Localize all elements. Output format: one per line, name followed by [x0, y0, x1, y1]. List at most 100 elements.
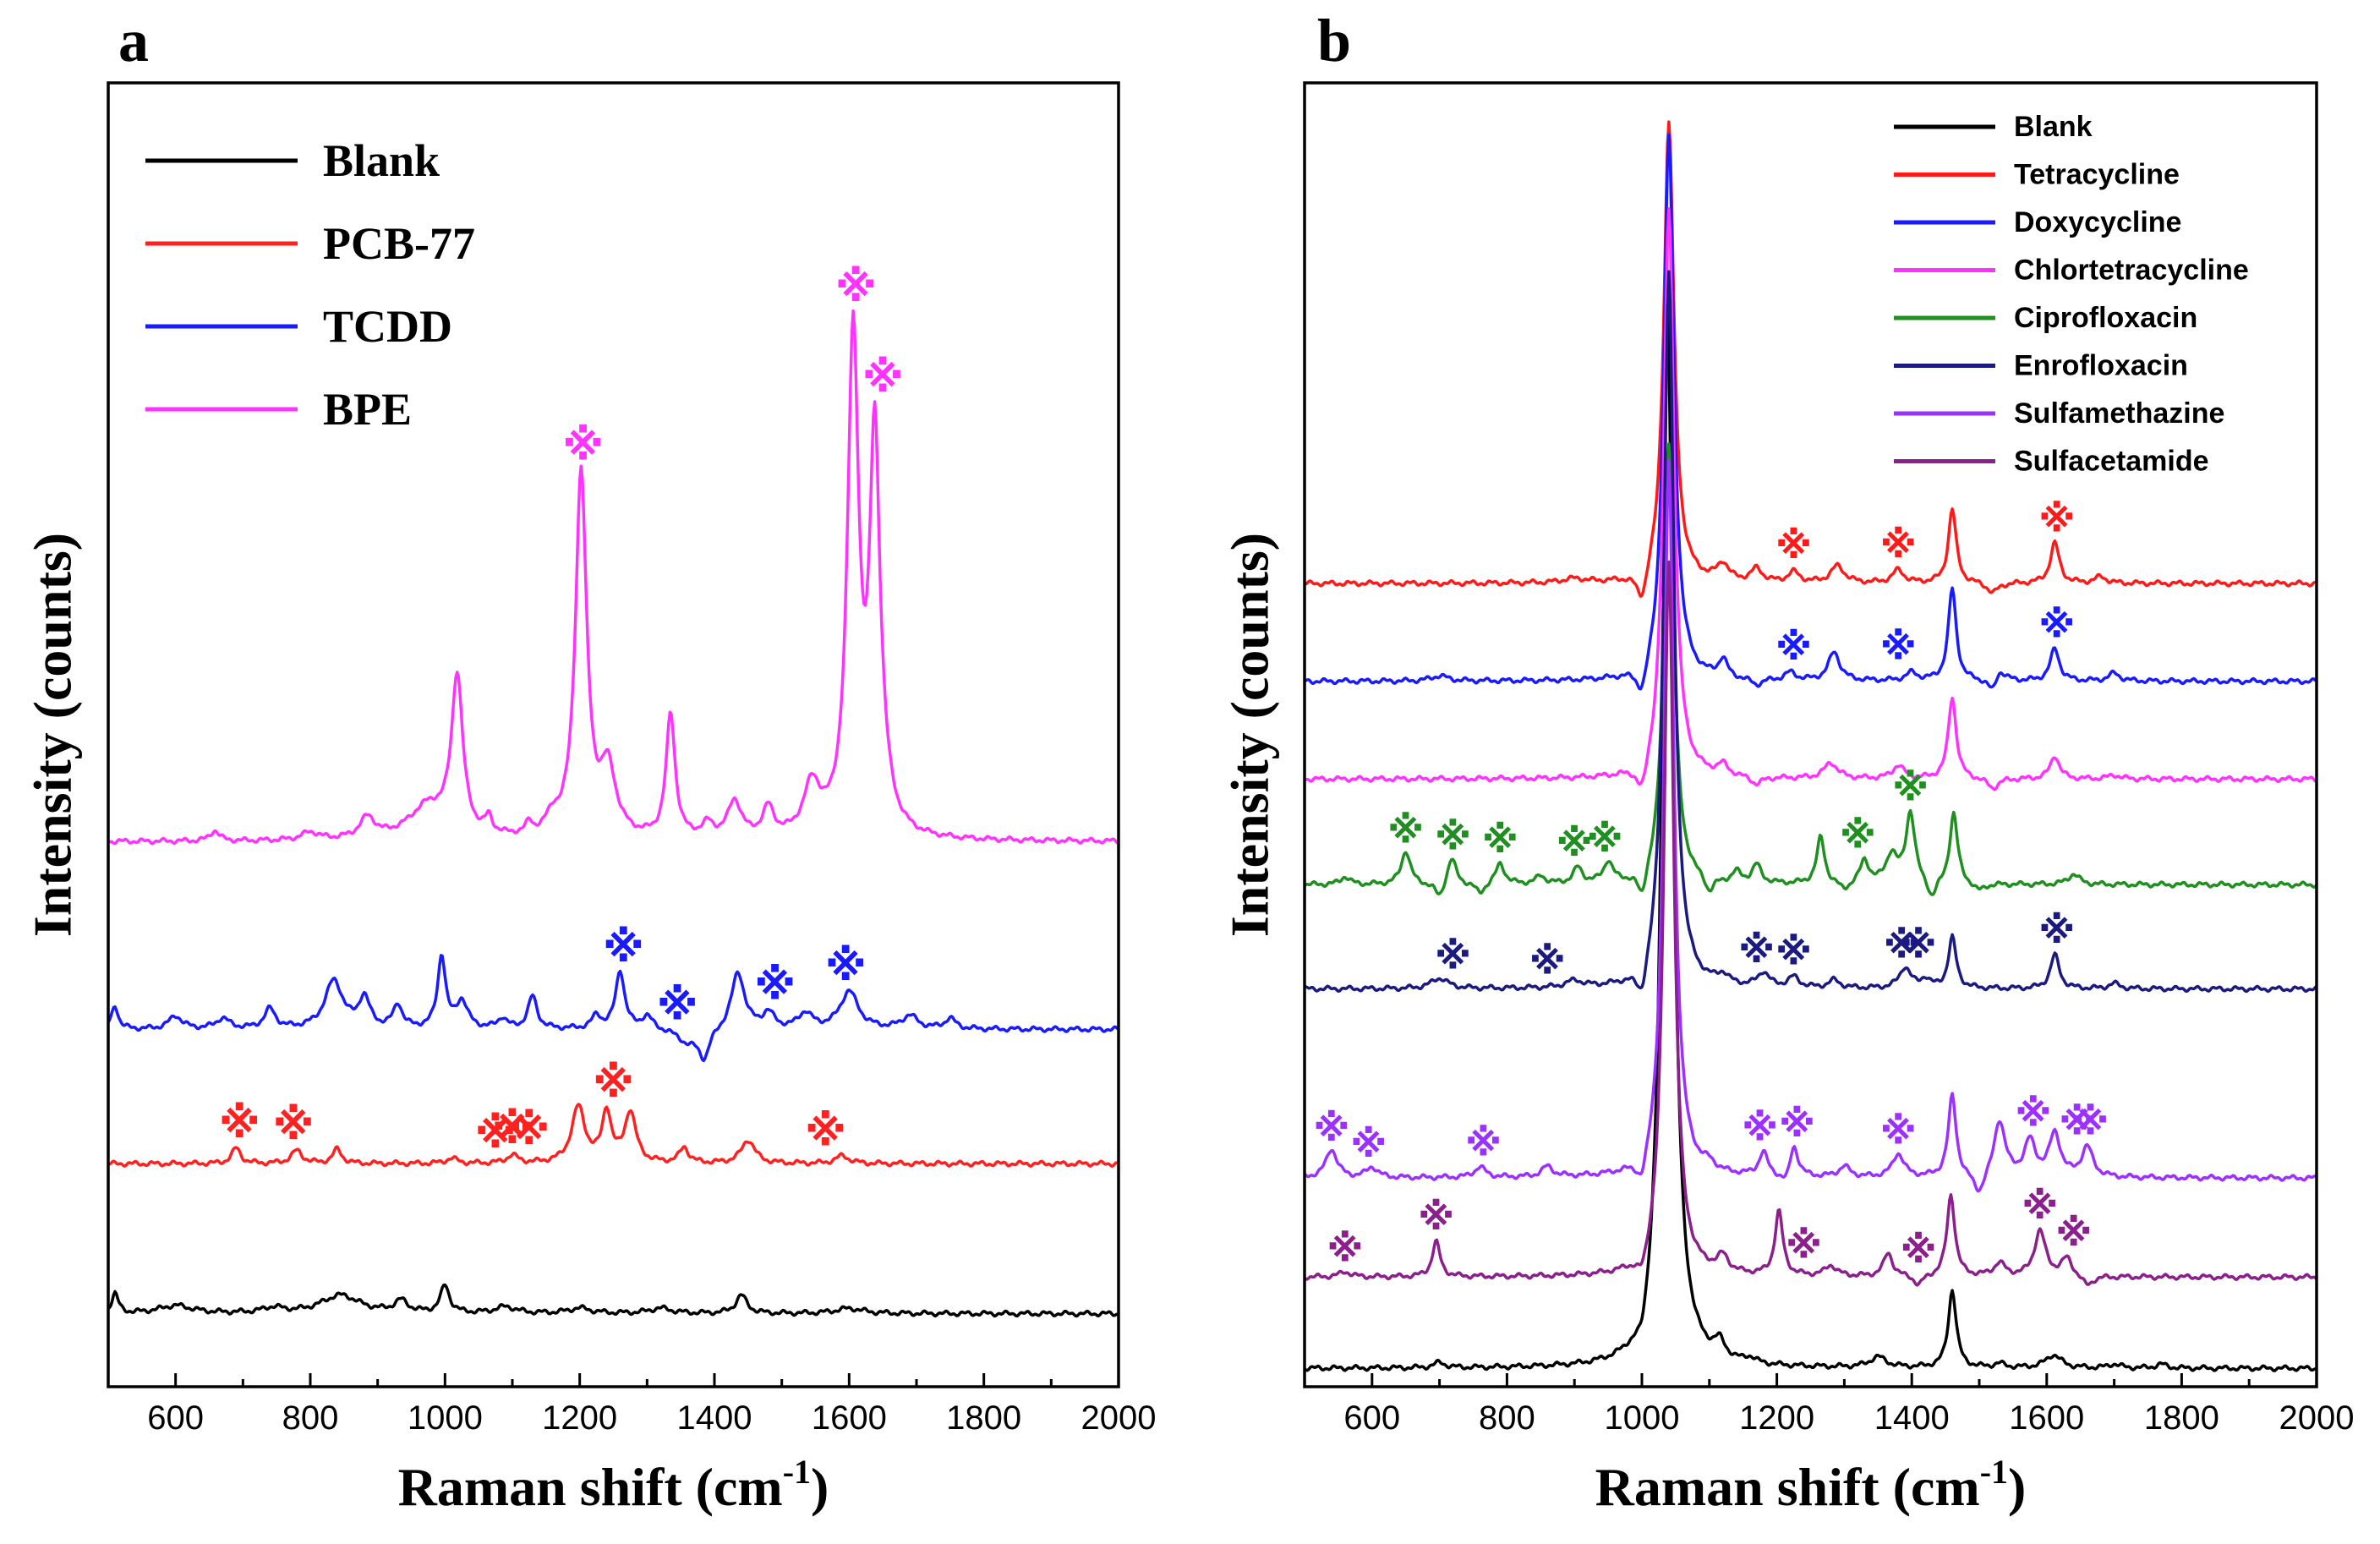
series-line-tetracycline	[1304, 120, 2317, 598]
x-axis-title: Raman shift (cm-1)	[1595, 1453, 2027, 1517]
peak-marker-pcb-77-1: ※	[273, 1100, 315, 1149]
x-tick-label-1200: 1200	[542, 1399, 617, 1437]
legend-label-bpe: BPE	[323, 384, 412, 435]
series-line-bpe	[107, 309, 1119, 846]
peak-marker-doxycycline-2: ※	[2038, 604, 2075, 647]
x-axis-title-superscript: -1	[1980, 1453, 2008, 1491]
series-line-pcb-77	[107, 1103, 1119, 1168]
panel-letter: a	[118, 7, 149, 74]
legend-label-ciprofloxacin: Ciprofloxacin	[2014, 302, 2197, 334]
peak-marker-sulfamethazine-2: ※	[1465, 1121, 1502, 1164]
peak-marker-tcdd-0: ※	[603, 923, 644, 972]
x-axis-title-main: Raman shift (cm	[398, 1457, 783, 1517]
x-tick-label-1800: 1800	[2144, 1399, 2219, 1437]
y-axis-title: Intensity (counts)	[1220, 533, 1280, 937]
legend-label-blank: Blank	[323, 135, 440, 186]
x-tick-label-1200: 1200	[1739, 1399, 1814, 1437]
peak-marker-tcdd-3: ※	[825, 941, 867, 990]
peak-marker-enrofloxacin-0: ※	[1435, 934, 1471, 977]
legend-label-tetracycline: Tetracycline	[2014, 159, 2180, 191]
legend-label-pcb-77: PCB-77	[323, 218, 475, 269]
peak-marker-bpe-1: ※	[835, 262, 877, 311]
x-axis-title-close: )	[811, 1457, 829, 1517]
plot-frame	[107, 81, 1120, 1388]
peak-marker-sulfamethazine-7: ※	[2059, 1101, 2095, 1144]
peak-marker-enrofloxacin-3: ※	[1775, 930, 1812, 973]
series-line-sulfacetamide	[1303, 560, 2318, 1287]
x-tick-label-2000: 2000	[2279, 1399, 2355, 1437]
peak-marker-sulfamethazine-8: ※	[2072, 1101, 2109, 1144]
series-line-sulfamethazine	[1303, 458, 2317, 1193]
peak-marker-sulfamethazine-6: ※	[2015, 1092, 2051, 1135]
peak-marker-ciprofloxacin-1: ※	[1435, 815, 1471, 858]
peak-marker-enrofloxacin-1: ※	[1529, 939, 1566, 983]
peak-marker-sulfacetamide-4: ※	[2022, 1185, 2058, 1228]
x-axis-title: Raman shift (cm-1)	[398, 1453, 829, 1517]
peak-marker-pcb-77-0: ※	[219, 1098, 260, 1147]
peak-marker-sulfamethazine-0: ※	[1314, 1107, 1350, 1150]
peak-marker-enrofloxacin-6: ※	[2038, 909, 2075, 952]
peak-marker-sulfacetamide-1: ※	[1418, 1196, 1454, 1239]
peak-marker-tetracycline-2: ※	[2038, 497, 2075, 540]
peak-marker-enrofloxacin-4: ※	[1884, 924, 1920, 967]
x-tick-label-800: 800	[1479, 1399, 1535, 1437]
peak-marker-ciprofloxacin-3: ※	[1557, 822, 1593, 865]
legend-label-sulfacetamide: Sulfacetamide	[2014, 446, 2209, 478]
peak-marker-pcb-77-2: ※	[475, 1109, 517, 1158]
legend-label-enrofloxacin: Enrofloxacin	[2014, 350, 2188, 382]
peak-marker-sulfacetamide-0: ※	[1327, 1228, 1363, 1271]
peak-marker-enrofloxacin-2: ※	[1738, 928, 1775, 972]
peak-marker-sulfamethazine-3: ※	[1742, 1106, 1778, 1149]
x-tick-label-2000: 2000	[1081, 1399, 1157, 1437]
legend-label-chlortetracycline: Chlortetracycline	[2014, 255, 2249, 287]
legend: Blank Tetracycline Doxycycline Chlortetracy…	[1894, 111, 2249, 478]
x-tick-label-600: 600	[1343, 1399, 1400, 1437]
x-tick-label-1800: 1800	[946, 1399, 1021, 1437]
peak-marker-tcdd-1: ※	[657, 980, 698, 1029]
panel-b: b※ ※※※ ※※※ ※ ※ ※※ ※※※ ※ ※ ※ ※※ ※※ ※ ※ ※ ※ ※ ※ ※※※※※ ※※※600 8…	[1220, 7, 2355, 1517]
x-tick-label-1400: 1400	[677, 1399, 752, 1437]
series-line-tcdd	[107, 954, 1119, 1063]
peak-marker-sulfacetamide-3: ※	[1901, 1229, 1937, 1272]
peak-marker-ciprofloxacin-6: ※	[1892, 767, 1929, 810]
peak-marker-bpe-0: ※	[562, 420, 604, 469]
plot-frame	[1303, 81, 2318, 1388]
x-tick-label-1400: 1400	[1874, 1399, 1950, 1437]
peak-marker-ciprofloxacin-0: ※	[1387, 808, 1424, 851]
legend-label-sulfamethazine: Sulfamethazine	[2014, 397, 2224, 430]
x-tick-label-1600: 1600	[2009, 1399, 2084, 1437]
x-tick-label-1000: 1000	[1605, 1399, 1680, 1437]
x-tick-label-600: 600	[147, 1399, 204, 1437]
legend: Blank PCB-77 TCDD BPE	[145, 135, 475, 435]
peak-marker-sulfacetamide-5: ※	[2055, 1212, 2092, 1255]
x-tick-label-1600: 1600	[812, 1399, 887, 1437]
series-line-blank	[107, 1283, 1119, 1318]
series-line-chlortetracycline	[1304, 207, 2317, 791]
x-axis-title-superscript: -1	[783, 1453, 811, 1491]
x-axis-title-main: Raman shift (cm	[1595, 1457, 1980, 1517]
peak-marker-bpe-2: ※	[862, 353, 904, 402]
series-line-doxycycline	[1304, 133, 2318, 691]
x-tick-label-800: 800	[282, 1399, 339, 1437]
peak-marker-tcdd-2: ※	[754, 961, 796, 1010]
x-axis-title-close: )	[2008, 1457, 2026, 1517]
peak-marker-sulfamethazine-1: ※	[1350, 1123, 1387, 1166]
peak-marker-sulfamethazine-5: ※	[1880, 1109, 1917, 1153]
peak-marker-doxycycline-1: ※	[1880, 626, 1917, 669]
peak-marker-ciprofloxacin-4: ※	[1587, 818, 1623, 861]
legend-label-tcdd: TCDD	[323, 301, 452, 352]
peak-marker-pcb-77-6: ※	[805, 1107, 846, 1156]
peak-marker-tetracycline-1: ※	[1880, 523, 1917, 567]
peak-marker-sulfacetamide-2: ※	[1786, 1224, 1822, 1268]
peak-marker-enrofloxacin-5: ※	[1901, 923, 1937, 966]
y-axis-title: Intensity (counts)	[23, 533, 83, 937]
peak-marker-tetracycline-0: ※	[1775, 524, 1812, 567]
peak-marker-ciprofloxacin-2: ※	[1482, 819, 1518, 862]
panel-a: a※ ※ ※※※※※※※ ※ ※※※※600 800 1000 1200 1400 1600 180…	[23, 7, 1157, 1517]
peak-marker-pcb-77-3: ※	[492, 1104, 533, 1153]
peak-marker-sulfamethazine-4: ※	[1779, 1103, 1815, 1146]
peak-marker-pcb-77-4: ※	[509, 1105, 550, 1154]
peak-marker-ciprofloxacin-5: ※	[1840, 813, 1876, 857]
panel-letter: b	[1317, 7, 1351, 74]
